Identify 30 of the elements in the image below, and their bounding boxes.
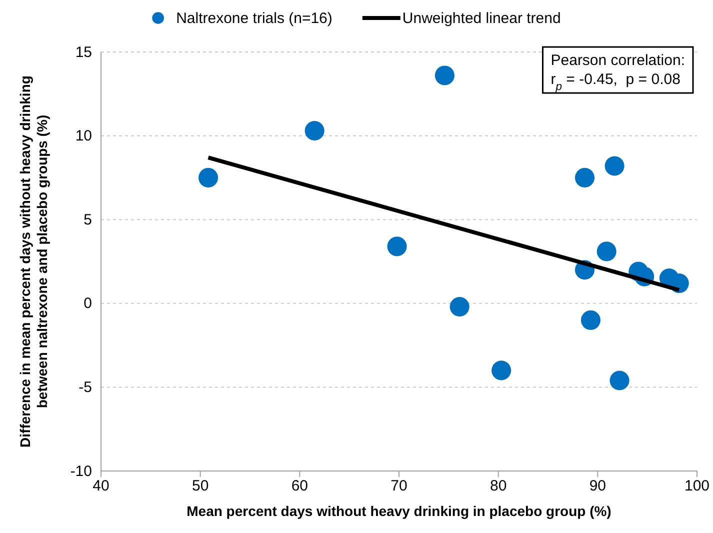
x-axis-title: Mean percent days without heavy drinking in placebo group (%): [186, 503, 612, 519]
x-tick-label: 60: [291, 478, 308, 495]
point: [450, 297, 470, 317]
y-tick-label: 0: [84, 295, 92, 312]
x-tick-label: 50: [192, 478, 209, 495]
y-tick-label: 10: [75, 128, 92, 145]
point: [604, 156, 624, 176]
annotation: Pearson correlation:: [550, 52, 685, 69]
x-tick-label: 100: [684, 478, 710, 495]
point: [198, 168, 218, 188]
point: [492, 360, 512, 380]
annotation: r$_{p}$ = -0.45, p = 0.08: [550, 71, 680, 93]
point: [387, 236, 407, 256]
point: [596, 242, 616, 262]
x-tick-label: 90: [589, 478, 606, 495]
x-tick-label: 80: [490, 478, 507, 495]
point: [580, 310, 600, 330]
legend-label: Naltrexone trials (n=16): [176, 10, 332, 27]
point: [434, 66, 454, 86]
point: [304, 121, 324, 141]
y-axis-title: Difference in mean percent days without heavy drinking between naltrexone and placebo groups (%): [17, 76, 50, 448]
x-tick-label: 70: [390, 478, 408, 495]
y-tick-label: 5: [84, 211, 92, 228]
y-tick-label: -5: [78, 379, 92, 396]
legend-label: Unweighted linear trend: [402, 10, 561, 27]
y-tick-label: 15: [75, 44, 92, 61]
point: [574, 168, 595, 188]
y-tick-label: -10: [70, 462, 92, 480]
point: [610, 370, 630, 390]
x-tick-label: 40: [92, 478, 110, 495]
